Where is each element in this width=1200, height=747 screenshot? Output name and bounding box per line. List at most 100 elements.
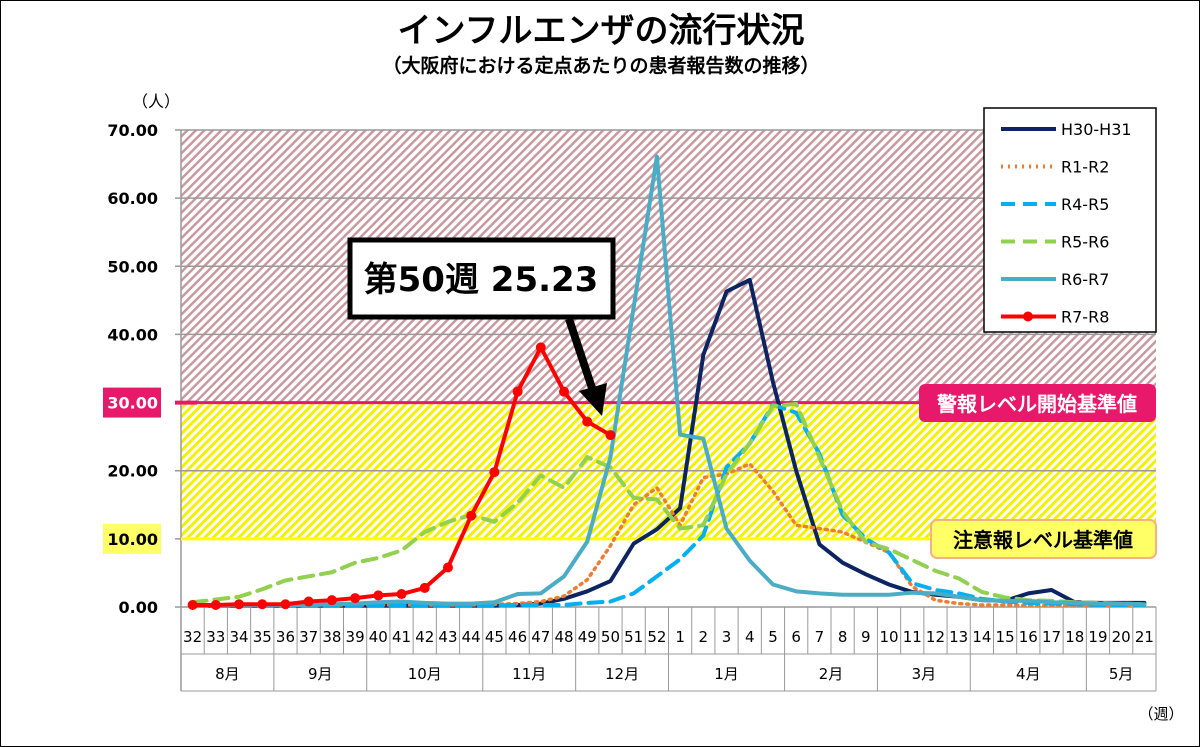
y-tick-label: 40.00 [107, 325, 158, 344]
threshold-tick-bg [103, 523, 161, 554]
month-label: 3月 [912, 665, 937, 683]
series-line-R5-R6 [190, 401, 1147, 607]
month-label: 10月 [408, 665, 442, 683]
week-label: 45 [485, 628, 504, 646]
data-point [582, 416, 593, 427]
week-label: 50 [601, 628, 620, 646]
data-point [512, 386, 523, 397]
week-label: 11 [903, 628, 922, 646]
week-label: 4 [745, 628, 755, 646]
series-line-R6-R7 [190, 154, 1147, 607]
week-label: 52 [647, 628, 666, 646]
chart-subtitle: （大阪府における定点あたりの患者報告数の推移） [382, 55, 820, 77]
alert-label-box [919, 384, 1156, 422]
week-label: 44 [462, 628, 481, 646]
week-label: 9 [861, 628, 871, 646]
y-tick-label: 60.00 [107, 189, 158, 208]
legend-label: R1-R2 [1061, 158, 1109, 177]
week-label: 43 [438, 628, 457, 646]
week-label: 35 [253, 628, 272, 646]
week-label: 32 [183, 628, 202, 646]
month-label: 9月 [308, 665, 333, 683]
month-label: 5月 [1109, 665, 1134, 683]
week-label: 49 [578, 628, 597, 646]
week-label: 3 [722, 628, 732, 646]
week-label: 17 [1042, 628, 1061, 646]
callout-arrowhead [579, 383, 607, 416]
data-point [373, 590, 384, 601]
y-tick-label: 30.00 [107, 394, 158, 413]
week-label: 48 [554, 628, 573, 646]
week-label: 13 [949, 628, 968, 646]
week-label: 36 [276, 628, 295, 646]
week-label: 37 [299, 628, 318, 646]
legend-label: R4-R5 [1061, 195, 1109, 214]
data-point [419, 582, 430, 593]
week-label: 42 [415, 628, 434, 646]
y-tick-label: 50.00 [107, 257, 158, 276]
threshold-tick-bg [103, 387, 161, 418]
week-label: 21 [1135, 628, 1154, 646]
legend-label: R6-R7 [1061, 270, 1109, 289]
data-point [257, 599, 268, 610]
data-point [605, 430, 616, 441]
data-point [210, 599, 221, 610]
week-label: 39 [346, 628, 365, 646]
week-label: 40 [369, 628, 388, 646]
warning-label-box [930, 519, 1157, 559]
y-tick-label: 20.00 [107, 462, 158, 481]
y-tick-label: 10.00 [107, 530, 158, 549]
legend-marker [1023, 311, 1033, 322]
week-label: 19 [1088, 628, 1107, 646]
week-label: 5 [768, 628, 778, 646]
data-point [326, 595, 337, 606]
week-label: 12 [926, 628, 945, 646]
data-point [489, 467, 500, 478]
data-point [234, 599, 245, 610]
week-label: 38 [322, 628, 341, 646]
y-tick-label: 70.00 [107, 121, 158, 140]
week-label: 34 [229, 628, 248, 646]
week-label: 20 [1112, 628, 1131, 646]
data-point [442, 562, 453, 573]
week-label: 47 [531, 628, 550, 646]
alert-label: 警報レベル開始基準値 [937, 392, 1137, 416]
data-point [535, 342, 546, 353]
month-label: 4月 [1016, 665, 1041, 683]
callout-arrow [565, 317, 597, 393]
chart-title: インフルエンザの流行状況 [397, 11, 805, 51]
month-label: 11月 [512, 665, 546, 683]
week-label: 41 [392, 628, 411, 646]
legend [983, 107, 1157, 333]
data-point [303, 596, 314, 607]
week-label: 18 [1065, 628, 1084, 646]
week-label: 10 [879, 628, 898, 646]
series-line-R1-R2 [190, 462, 1147, 608]
month-label: 8月 [215, 665, 240, 683]
callout-box [347, 237, 616, 320]
week-label: 7 [815, 628, 825, 646]
week-label: 15 [996, 628, 1015, 646]
callout-text: 第50週 25.23 [364, 260, 599, 300]
week-label: 6 [791, 628, 801, 646]
week-label: 16 [1019, 628, 1038, 646]
week-label: 46 [508, 628, 527, 646]
week-label: 8 [838, 628, 848, 646]
warning-label: 注意報レベル基準値 [953, 528, 1133, 552]
week-label: 33 [206, 628, 225, 646]
legend-label: H30-H31 [1061, 120, 1132, 139]
week-label: 2 [699, 628, 709, 646]
legend-label: R7-R8 [1061, 308, 1109, 327]
month-label: 2月 [819, 665, 844, 683]
week-label: 51 [624, 628, 643, 646]
week-label: 1 [675, 628, 685, 646]
data-point [559, 386, 570, 397]
data-point [187, 599, 198, 610]
month-label: 12月 [605, 665, 639, 683]
month-label: 1月 [714, 665, 739, 683]
x-axis-label: （週） [1138, 705, 1183, 723]
data-point [466, 510, 477, 521]
data-point [396, 589, 407, 600]
